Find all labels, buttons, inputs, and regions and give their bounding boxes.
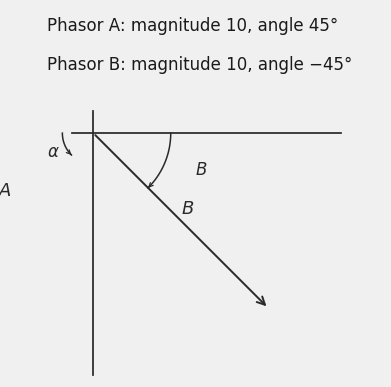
Text: α: α bbox=[47, 143, 58, 161]
Text: A: A bbox=[0, 182, 11, 200]
Text: Phasor B: magnitude 10, angle −45°: Phasor B: magnitude 10, angle −45° bbox=[47, 56, 352, 74]
Text: Phasor A: magnitude 10, angle 45°: Phasor A: magnitude 10, angle 45° bbox=[47, 17, 338, 35]
Text: B: B bbox=[195, 161, 207, 180]
Text: B: B bbox=[181, 200, 194, 218]
